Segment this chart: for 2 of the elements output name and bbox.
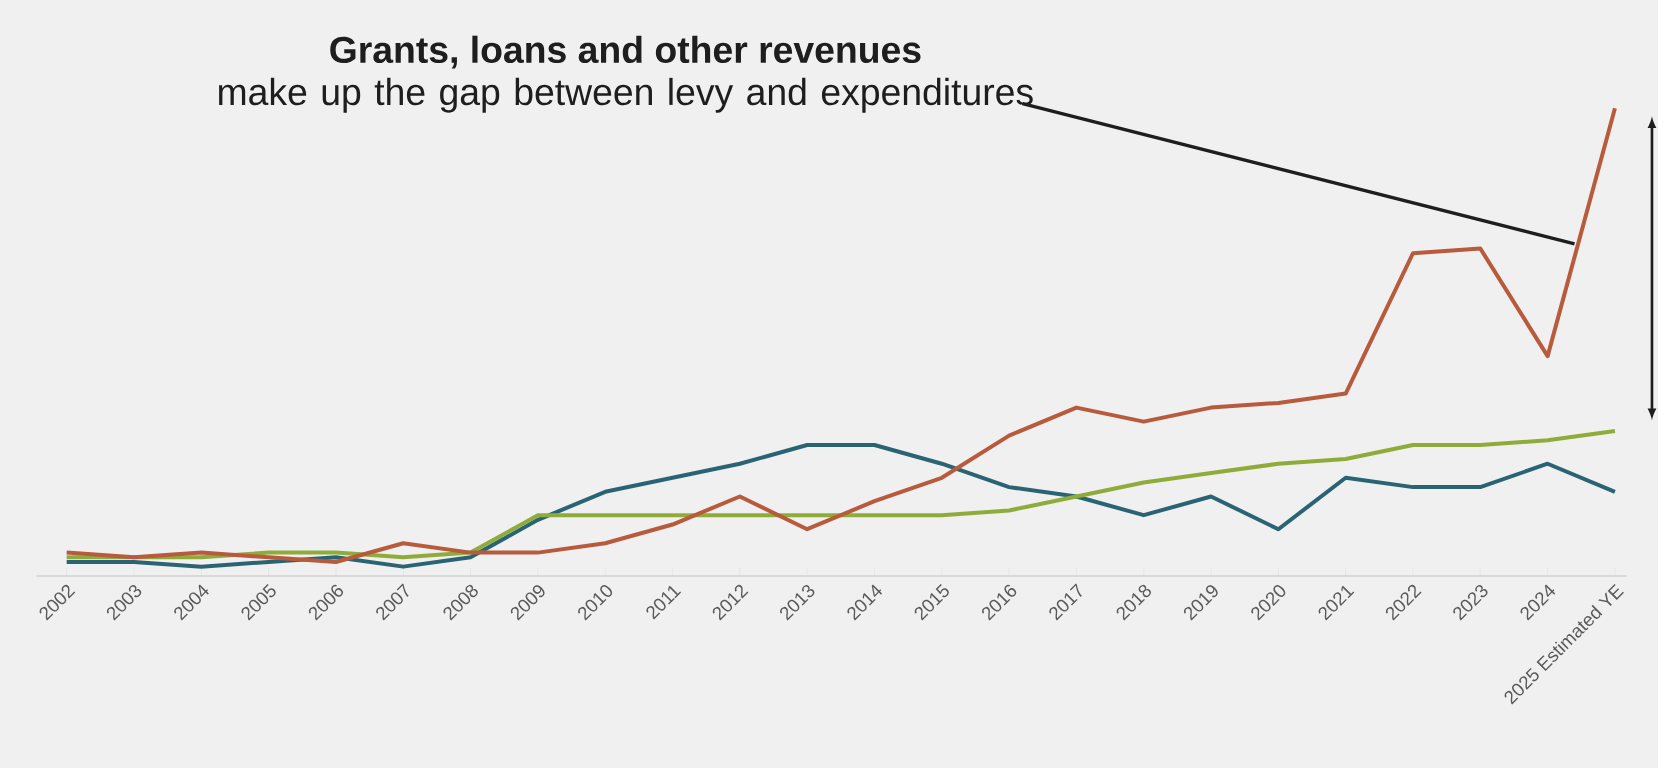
text: Grants, loans and other revenues bbox=[330, 35, 921, 69]
annotation: make up the gap between levy and expenditures bbox=[219, 77, 1033, 113]
